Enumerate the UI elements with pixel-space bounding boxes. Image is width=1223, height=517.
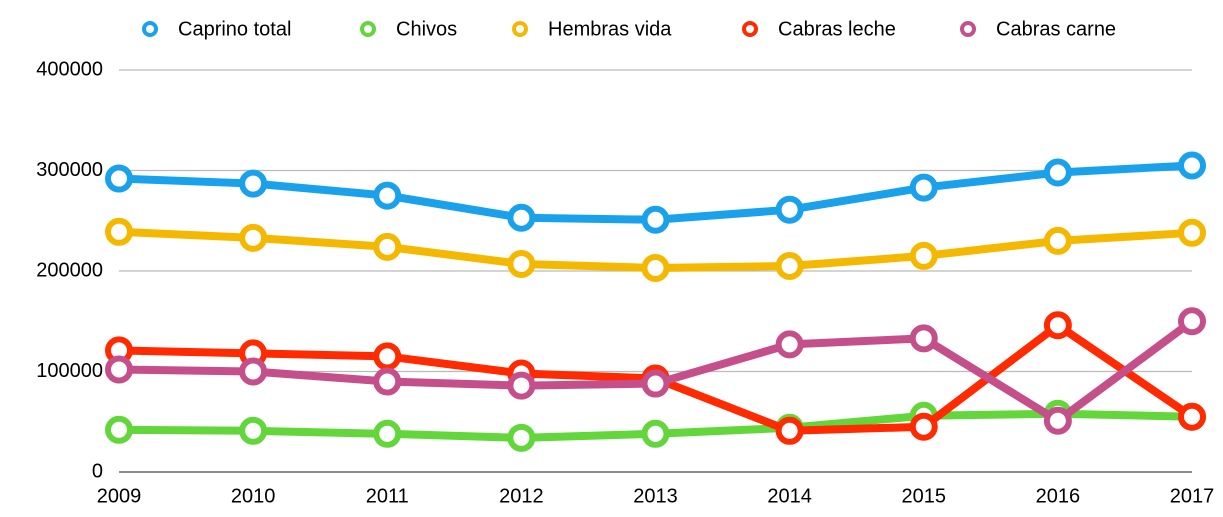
data-point <box>909 324 938 353</box>
data-point <box>239 169 268 198</box>
data-point <box>1043 158 1072 187</box>
data-point <box>1178 218 1206 247</box>
data-point <box>105 164 133 193</box>
legend-marker <box>742 21 758 37</box>
data-point <box>507 371 536 400</box>
data-point <box>105 355 133 384</box>
y-tick-label: 100000 <box>36 360 103 382</box>
data-point <box>909 241 938 270</box>
data-point <box>373 419 402 448</box>
data-point <box>775 195 804 224</box>
legend-label: Cabras leche <box>778 18 896 40</box>
data-point <box>909 412 938 441</box>
legend-marker <box>960 21 976 37</box>
data-point <box>1043 226 1072 255</box>
data-point <box>239 223 268 252</box>
data-point <box>1178 402 1206 431</box>
x-tick-label: 2009 <box>97 485 142 507</box>
y-tick-label: 0 <box>92 460 103 482</box>
data-point <box>1043 311 1072 340</box>
x-tick-label: 2014 <box>767 485 812 507</box>
data-point <box>105 217 133 246</box>
data-point <box>775 251 804 280</box>
data-point <box>641 369 670 398</box>
data-point <box>373 232 402 261</box>
data-point <box>775 330 804 359</box>
data-point <box>373 367 402 396</box>
x-tick-label: 2013 <box>633 485 678 507</box>
data-point <box>507 203 536 232</box>
data-point <box>373 342 402 371</box>
legend-marker <box>360 21 376 37</box>
x-tick-label: 2011 <box>366 485 409 507</box>
data-point <box>909 173 938 202</box>
data-point <box>641 419 670 448</box>
data-point <box>507 423 536 452</box>
data-point <box>239 357 268 386</box>
legend-label: Chivos <box>396 18 457 40</box>
legend-marker <box>512 21 528 37</box>
data-point <box>1043 406 1072 435</box>
legend-label: Caprino total <box>178 18 291 40</box>
data-point <box>1178 151 1206 180</box>
data-point <box>373 181 402 210</box>
data-point <box>507 249 536 278</box>
data-point <box>239 416 268 445</box>
x-tick-label: 2012 <box>499 485 544 507</box>
y-tick-label: 200000 <box>36 259 103 281</box>
data-point <box>641 205 670 234</box>
x-tick-label: 2015 <box>902 485 947 507</box>
x-tick-label: 2017 <box>1170 485 1215 507</box>
data-point <box>1178 307 1206 336</box>
legend-label: Cabras carne <box>996 18 1116 40</box>
y-tick-label: 400000 <box>36 58 103 80</box>
data-point <box>105 415 133 444</box>
y-tick-label: 300000 <box>36 159 103 181</box>
data-point <box>641 253 670 282</box>
data-point <box>775 416 804 445</box>
legend-marker <box>142 21 158 37</box>
x-tick-label: 2010 <box>231 485 276 507</box>
x-tick-label: 2016 <box>1036 485 1081 507</box>
legend-label: Hembras vida <box>548 18 672 40</box>
